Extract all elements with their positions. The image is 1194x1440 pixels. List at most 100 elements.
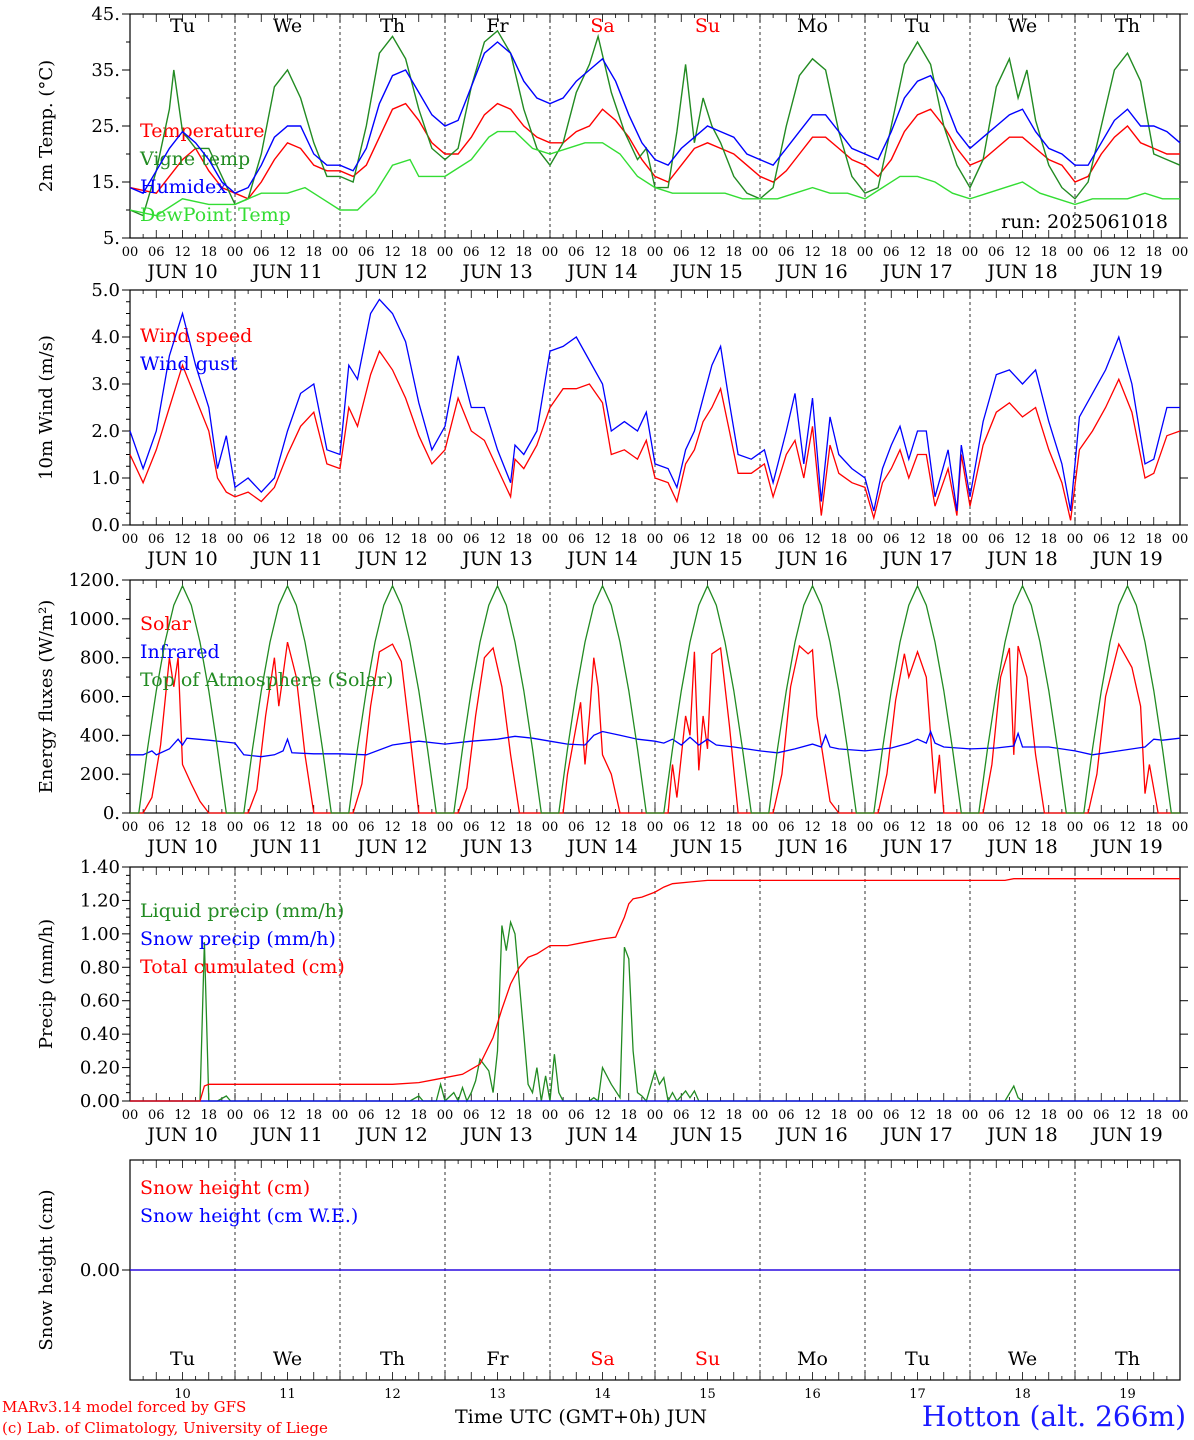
hour-label: 06 [883,820,900,835]
hour-label: 06 [988,532,1005,547]
hour-label: 00 [962,245,979,260]
hour-label: 00 [752,532,769,547]
hour-label: 06 [1093,820,1110,835]
hour-label: 00 [752,245,769,260]
date-label: JUN 16 [775,1124,847,1146]
hour-label: 18 [830,532,847,547]
legend-solar: Solar [140,613,192,635]
bottom-day-number: 11 [279,1387,296,1402]
hour-label: 06 [358,532,375,547]
hour-label: 00 [1172,532,1189,547]
hour-label: 12 [384,1108,401,1123]
weekday-label: Th [1115,15,1140,37]
hour-label: 12 [699,1108,716,1123]
hour-label: 18 [725,1108,742,1123]
hour-label: 06 [883,532,900,547]
date-label: JUN 10 [145,836,217,858]
hour-label: 12 [1014,245,1031,260]
y-axis-label: Precip (mm/h) [36,919,57,1049]
hour-label: 06 [988,245,1005,260]
hour-label: 00 [1172,820,1189,835]
hour-label: 12 [174,820,191,835]
legend-vigne-temp: Vigne temp [139,148,250,170]
hour-label: 00 [647,532,664,547]
hour-label: 12 [384,532,401,547]
date-label: JUN 16 [775,261,847,283]
hour-label: 00 [962,820,979,835]
hour-label: 00 [647,245,664,260]
hour-label: 00 [122,245,139,260]
date-label: JUN 15 [670,836,742,858]
hour-label: 12 [699,820,716,835]
hour-label: 12 [489,532,506,547]
legend-snow-height-cm-w-e-: Snow height (cm W.E.) [140,1205,358,1227]
hour-label: 18 [1145,820,1162,835]
hour-label: 06 [148,532,165,547]
hour-label: 12 [174,532,191,547]
bottom-weekday-label: Fr [486,1348,509,1370]
hour-label: 06 [778,245,795,260]
hour-label: 12 [699,532,716,547]
weekday-label: Sa [590,15,614,37]
hour-label: 18 [1145,1108,1162,1123]
hour-label: 18 [515,245,532,260]
date-label: JUN 19 [1090,836,1162,858]
weekday-label: Su [695,15,720,37]
hour-label: 12 [1014,532,1031,547]
hour-label: 18 [620,820,637,835]
weekday-label: We [273,15,302,37]
hour-label: 12 [1014,820,1031,835]
legend-infrared: Infrared [140,641,220,663]
hour-label: 00 [437,245,454,260]
legend-wind-speed: Wind speed [140,325,252,347]
hour-label: 00 [542,820,559,835]
date-label: JUN 13 [460,1124,532,1146]
bottom-day-number: 14 [594,1387,611,1402]
hour-label: 18 [515,1108,532,1123]
date-label: JUN 18 [985,1124,1057,1146]
run-label: run: 2025061018 [1001,211,1168,233]
y-axis-label: Snow height (cm) [36,1189,57,1350]
hour-label: 18 [305,820,322,835]
date-label: JUN 11 [250,261,322,283]
legend-temperature: Temperature [140,120,264,142]
bottom-day-number: 10 [174,1387,191,1402]
hour-label: 12 [804,820,821,835]
hour-label: 06 [988,820,1005,835]
bottom-weekday-label: Th [1115,1348,1140,1370]
hour-label: 00 [122,820,139,835]
series-line-infrared [130,729,1181,758]
hour-label: 06 [988,1108,1005,1123]
bottom-day-number: 12 [384,1387,401,1402]
hour-label: 12 [279,532,296,547]
hour-label: 00 [647,1108,664,1123]
date-label: JUN 16 [775,548,847,570]
bottom-weekday-label: We [273,1348,302,1370]
hour-label: 12 [489,1108,506,1123]
date-label: JUN 17 [880,261,952,283]
legend-total-cumulated-cm-: Total cumulated (cm) [140,956,345,978]
hour-label: 12 [279,820,296,835]
hour-label: 00 [1067,245,1084,260]
hour-label: 00 [752,1108,769,1123]
hour-label: 18 [935,245,952,260]
hour-label: 00 [332,1108,349,1123]
hour-label: 18 [935,1108,952,1123]
series-line-wind-gust [129,298,1180,512]
date-label: JUN 11 [250,548,322,570]
hour-label: 00 [437,820,454,835]
hour-label: 18 [305,1108,322,1123]
series-line-solar [130,641,1180,814]
hour-label: 00 [227,820,244,835]
hour-label: 18 [620,245,637,260]
hour-label: 00 [332,532,349,547]
station-title: Hotton (alt. 266m) [921,1400,1186,1433]
date-label: JUN 10 [145,548,217,570]
hour-label: 06 [568,820,585,835]
series-line-vigne-temp [129,29,1181,217]
y-tick-label: 800. [80,648,120,669]
series-line-temperature [129,102,1180,200]
hour-label: 12 [1119,532,1136,547]
hour-label: 12 [909,1108,926,1123]
